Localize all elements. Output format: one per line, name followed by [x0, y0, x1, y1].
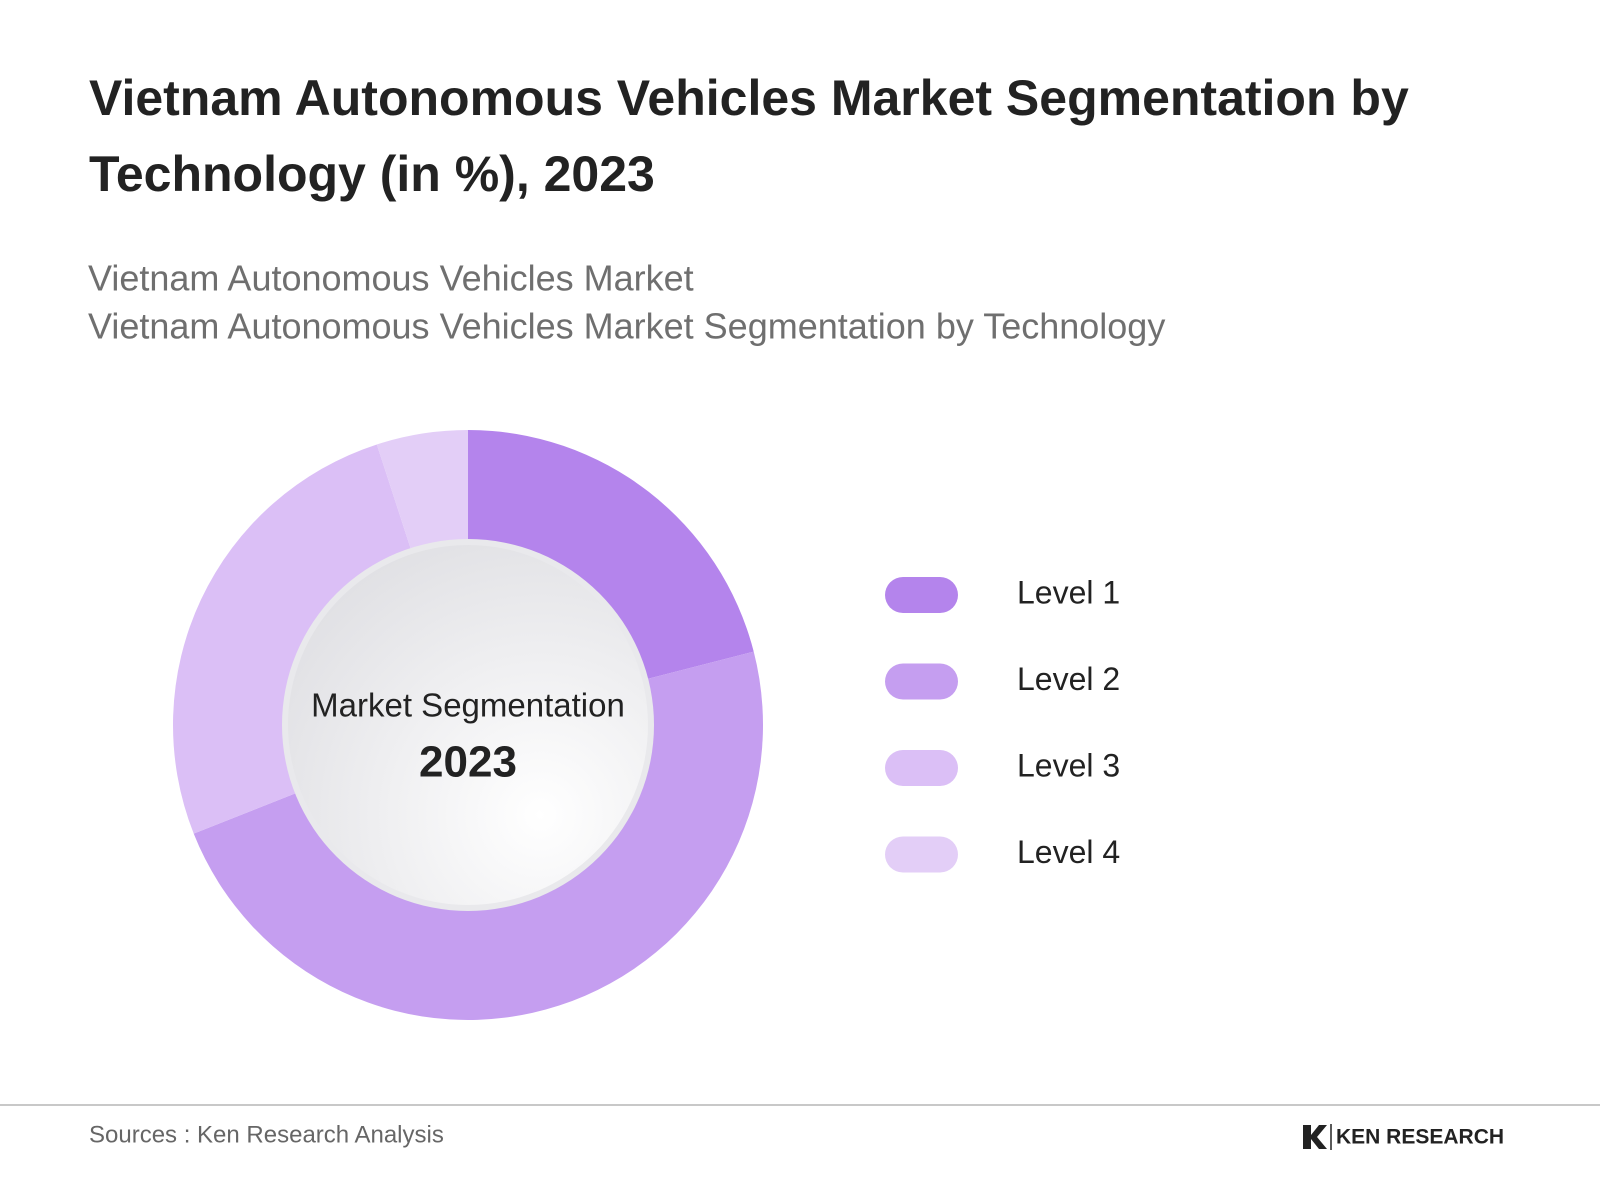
- donut-slice: [376, 430, 468, 551]
- legend-swatch: [885, 577, 958, 613]
- center-year: 2023: [419, 738, 517, 787]
- legend-label: Level 3: [1017, 747, 1120, 783]
- chart-subtitle: Vietnam Autonomous Vehicles Market: [88, 258, 694, 299]
- donut-slice: [468, 430, 754, 680]
- donut-slice: [193, 651, 764, 1021]
- legend-label: Level 1: [1017, 574, 1120, 610]
- logo-text: KEN RESEARCH: [1336, 1126, 1504, 1149]
- legend-swatch: [885, 750, 958, 786]
- logo-mark: [1303, 1125, 1327, 1149]
- source-note: Sources : Ken Research Analysis: [89, 1121, 444, 1148]
- legend-swatch: [885, 836, 958, 873]
- center-disc: [288, 545, 648, 905]
- legend-label: Level 4: [1017, 834, 1120, 870]
- chart-title: Technology (in %), 2023: [89, 146, 655, 202]
- center-label: Market Segmentation: [311, 687, 625, 724]
- chart-title: Vietnam Autonomous Vehicles Market Segme…: [89, 70, 1409, 126]
- chart-subtitle: Vietnam Autonomous Vehicles Market Segme…: [88, 306, 1165, 347]
- donut: [173, 430, 764, 1021]
- legend-label: Level 2: [1017, 661, 1120, 697]
- donut-slice: [173, 444, 412, 834]
- legend-swatch: [885, 663, 958, 700]
- legend: Level 1 Level 2 Level 3 Level 4: [885, 574, 1120, 873]
